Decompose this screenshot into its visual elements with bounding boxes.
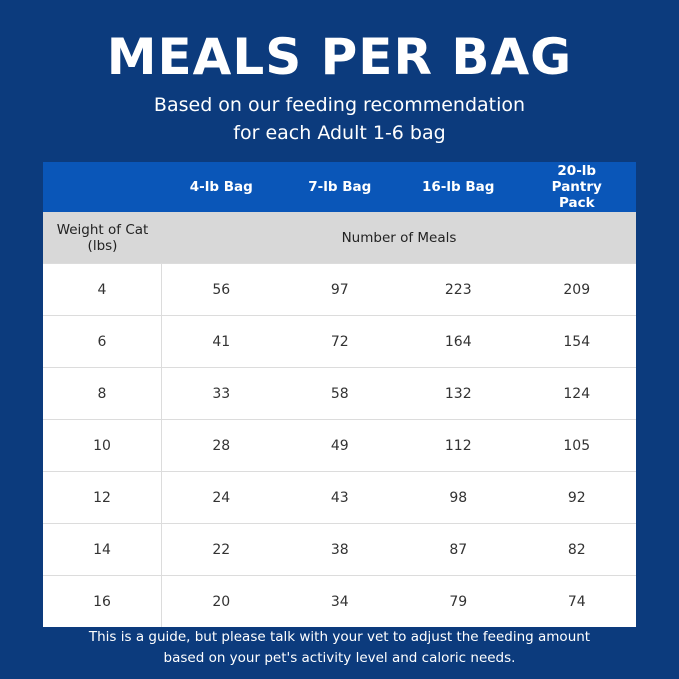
meals-cell: 98 (449, 489, 468, 506)
weight-cell: 16 (43, 576, 162, 627)
meals-cell: 82 (567, 541, 586, 558)
meals-cell: 87 (449, 541, 468, 558)
data-row: 4 56 97 223 209 (43, 263, 636, 315)
weight-cell: 4 (43, 264, 162, 315)
meals-cell: 22 (212, 541, 231, 558)
corner (43, 162, 162, 212)
meals-cell: 74 (567, 593, 586, 610)
footnote: This is a guide, but please talk with yo… (88, 629, 591, 645)
data-row: 6 41 72 164 154 (43, 315, 636, 367)
subtitle: for each Adult 1-6 bag (233, 122, 446, 144)
weight-cell: 8 (43, 368, 162, 419)
meals-cell: 132 (444, 385, 472, 402)
data-row: 14 22 38 87 82 (43, 523, 636, 575)
data-row: 16 20 34 79 74 (43, 575, 636, 627)
weight-cell: 6 (43, 316, 162, 367)
meals-cell: 41 (212, 333, 231, 350)
data-row: 8 33 58 132 124 (43, 367, 636, 419)
meals-cell: 105 (563, 437, 591, 454)
data-row: 12 24 43 98 92 (43, 471, 636, 523)
meals-cell: 34 (330, 593, 349, 610)
row-header-label: Weight of Cat (lbs) (56, 221, 149, 254)
weight-cell: 10 (43, 420, 162, 471)
group-label: Number of Meals (341, 229, 457, 246)
meals-cell: 49 (330, 437, 349, 454)
column-header: 16-lb Bag (422, 179, 495, 195)
meals-cell: 79 (449, 593, 468, 610)
meals-cell: 209 (563, 281, 591, 298)
data-row: 10 28 49 112 105 (43, 419, 636, 471)
meals-cell: 154 (563, 333, 591, 350)
meals-cell: 33 (212, 385, 231, 402)
table: 4-lb Bag 7-lb Bag 16-lb Bag 20-lb Pantry Pa… (43, 162, 636, 627)
meals-cell: 124 (563, 385, 591, 402)
meals-cell: 58 (330, 385, 349, 402)
header-row: 4-lb Bag 7-lb Bag 16-lb Bag 20-lb Pantry Pa… (43, 162, 636, 212)
meals-cell: 72 (330, 333, 349, 350)
meals-cell: 24 (212, 489, 231, 506)
title: MEALS PER BAG (106, 28, 573, 86)
footnote: based on your pet's activity level and c… (163, 650, 516, 666)
weight-cell: 12 (43, 472, 162, 523)
meals-cell: 38 (330, 541, 349, 558)
meals-cell: 28 (212, 437, 231, 454)
meals-cell: 164 (444, 333, 472, 350)
meals-cell: 20 (212, 593, 231, 610)
meals-cell: 92 (567, 489, 586, 506)
weight-cell: 14 (43, 524, 162, 575)
meals-cell: 56 (212, 281, 231, 298)
meals-cell: 97 (330, 281, 349, 298)
meals-cell: 112 (444, 437, 472, 454)
column-header: 20-lb Pantry Pack (551, 163, 602, 211)
column-header: 4-lb Bag (189, 179, 253, 195)
subtitle: Based on our feeding recommendation (153, 94, 526, 116)
column-header: 7-lb Bag (308, 179, 372, 195)
meals-cell: 223 (444, 281, 472, 298)
meals-cell: 43 (330, 489, 349, 506)
group-row: Weight of Cat (lbs) Number of Meals (43, 212, 636, 263)
